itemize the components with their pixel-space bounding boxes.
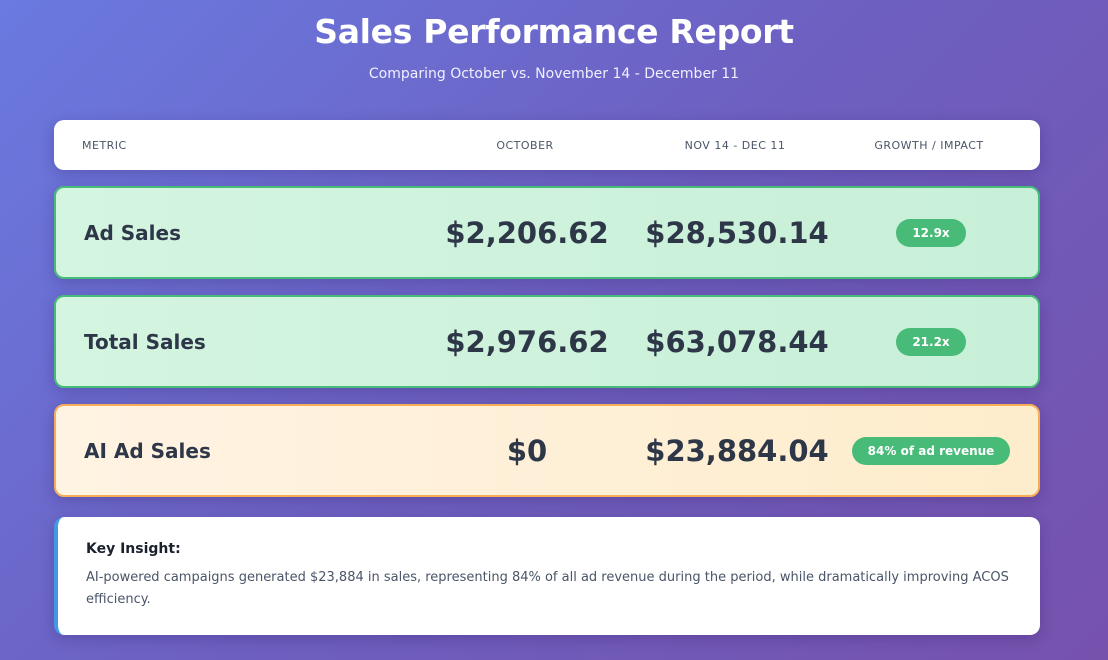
impact-badge: 84% of ad revenue [851,436,1011,465]
table-row-ai-ad-sales: AI Ad Sales $0 $23,884.04 84% of ad reve… [54,404,1040,497]
metric-label: Ad Sales [84,220,181,245]
october-value: $0 [506,433,548,468]
period-value: $63,078.44 [645,324,829,359]
header-october: OCTOBER [496,138,554,152]
table-row-ad-sales: Ad Sales $2,206.62 $28,530.14 12.9x [54,186,1040,279]
growth-badge: 21.2x [896,327,966,356]
period-value: $23,884.04 [645,433,829,468]
header-period: NOV 14 - DEC 11 [684,138,786,152]
header-metric: METRIC [82,138,127,152]
october-value: $2,976.62 [445,324,609,359]
insight-title: Key Insight: [86,541,181,557]
page-title: Sales Performance Report [314,12,794,51]
metric-label: Total Sales [84,329,206,354]
metric-label: AI Ad Sales [84,438,211,463]
october-value: $2,206.62 [445,215,609,250]
key-insight-card: Key Insight: AI-powered campaigns genera… [54,517,1040,635]
header-growth: GROWTH / IMPACT [874,138,984,152]
period-value: $28,530.14 [645,215,829,250]
page-subtitle: Comparing October vs. November 14 - Dece… [368,66,740,82]
insight-text: AI-powered campaigns generated $23,884 i… [86,570,1009,607]
table-row-total-sales: Total Sales $2,976.62 $63,078.44 21.2x [54,295,1040,388]
growth-badge: 12.9x [896,218,966,247]
table-header: METRIC OCTOBER NOV 14 - DEC 11 GROWTH / … [54,120,1040,170]
